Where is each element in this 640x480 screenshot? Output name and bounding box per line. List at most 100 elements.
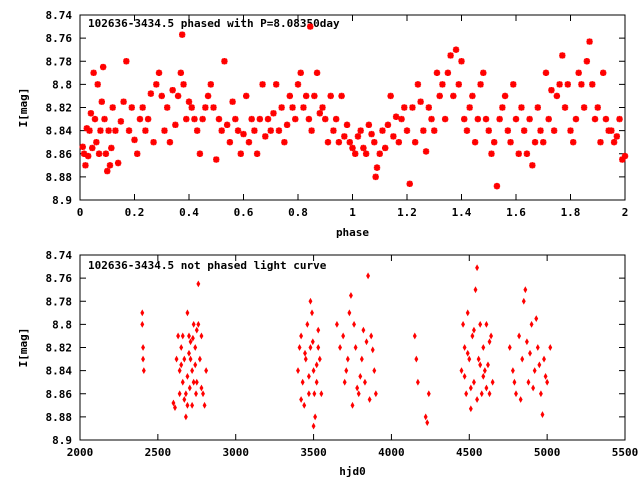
data-point — [105, 127, 112, 134]
y-tick-label: 8.84 — [46, 125, 73, 138]
data-point — [352, 150, 359, 157]
data-point — [256, 115, 264, 123]
data-point — [317, 355, 322, 363]
data-point — [353, 344, 358, 351]
y-tick-label: 8.76 — [46, 32, 73, 45]
data-point — [140, 309, 145, 317]
data-point — [357, 127, 364, 134]
data-point — [455, 81, 462, 88]
data-point — [297, 69, 304, 77]
data-point — [420, 127, 427, 134]
data-point — [447, 52, 454, 59]
data-point — [417, 98, 424, 105]
y-tick-label: 8.74 — [46, 9, 73, 22]
data-point — [431, 127, 438, 134]
data-point — [180, 81, 187, 88]
data-point — [481, 373, 486, 380]
y-tick-label: 8.74 — [46, 249, 73, 262]
data-point — [221, 58, 228, 65]
data-point — [520, 355, 525, 363]
x-tick-label: 0.4 — [179, 206, 199, 219]
data-point — [436, 92, 443, 100]
data-point — [185, 373, 190, 380]
data-point — [296, 367, 300, 375]
y-tick-label: 8.9 — [52, 434, 72, 447]
data-point — [187, 384, 192, 392]
data-point — [273, 81, 280, 88]
data-point — [578, 81, 585, 88]
data-point — [344, 367, 349, 375]
data-point — [472, 378, 476, 386]
data-point — [229, 98, 236, 105]
data-point — [616, 115, 623, 123]
data-point — [480, 69, 487, 77]
data-point — [412, 332, 417, 340]
data-point — [114, 159, 122, 167]
data-point — [583, 58, 591, 65]
data-point — [371, 138, 378, 146]
data-point — [619, 156, 626, 163]
data-point — [350, 401, 355, 409]
data-point — [518, 104, 525, 111]
data-point — [368, 130, 375, 138]
data-point — [187, 332, 191, 340]
data-point — [150, 138, 157, 146]
data-point — [540, 138, 547, 146]
data-point — [580, 104, 588, 111]
data-point — [302, 401, 307, 409]
data-point — [489, 332, 494, 340]
x-tick-label: 3500 — [300, 446, 327, 459]
data-point — [194, 390, 198, 398]
data-point — [507, 138, 514, 146]
data-point — [591, 115, 599, 123]
data-point — [199, 332, 204, 340]
data-point — [142, 127, 149, 134]
data-point — [98, 98, 105, 105]
data-point — [473, 286, 478, 294]
data-point — [190, 334, 195, 342]
x-tick-label: 1.2 — [397, 206, 417, 219]
y-tick-label: 8.8 — [52, 78, 72, 91]
data-point — [185, 401, 190, 409]
data-point — [171, 399, 176, 407]
data-point — [283, 121, 291, 129]
data-point — [409, 104, 416, 111]
data-point — [510, 367, 515, 375]
data-point — [196, 150, 204, 157]
data-point — [306, 390, 311, 398]
data-point — [512, 115, 520, 123]
data-point — [300, 378, 305, 386]
data-point — [140, 320, 145, 328]
x-tick-label: 5500 — [612, 446, 639, 459]
data-point — [363, 378, 367, 386]
data-point — [210, 104, 217, 111]
data-point — [193, 344, 198, 351]
data-point — [570, 138, 577, 146]
data-point — [487, 338, 492, 346]
y-tick-label: 8.88 — [46, 411, 73, 424]
data-point — [341, 133, 348, 140]
data-point — [403, 127, 411, 134]
data-point — [422, 148, 430, 155]
data-point — [514, 390, 518, 398]
data-point — [468, 384, 473, 392]
data-point — [134, 150, 141, 157]
data-point — [411, 138, 419, 146]
data-point — [464, 390, 469, 398]
data-point — [621, 152, 629, 160]
data-point — [302, 92, 310, 100]
data-point — [501, 92, 509, 100]
data-point — [183, 413, 188, 421]
data-point — [553, 92, 561, 100]
data-point — [392, 113, 400, 120]
data-point — [191, 378, 196, 386]
data-point — [469, 92, 476, 100]
data-point — [479, 390, 484, 398]
data-point — [183, 390, 188, 398]
data-point — [292, 115, 299, 123]
data-point — [521, 297, 526, 305]
data-point — [545, 378, 550, 386]
data-point — [600, 69, 607, 77]
data-point — [474, 115, 482, 123]
data-point — [534, 315, 539, 322]
